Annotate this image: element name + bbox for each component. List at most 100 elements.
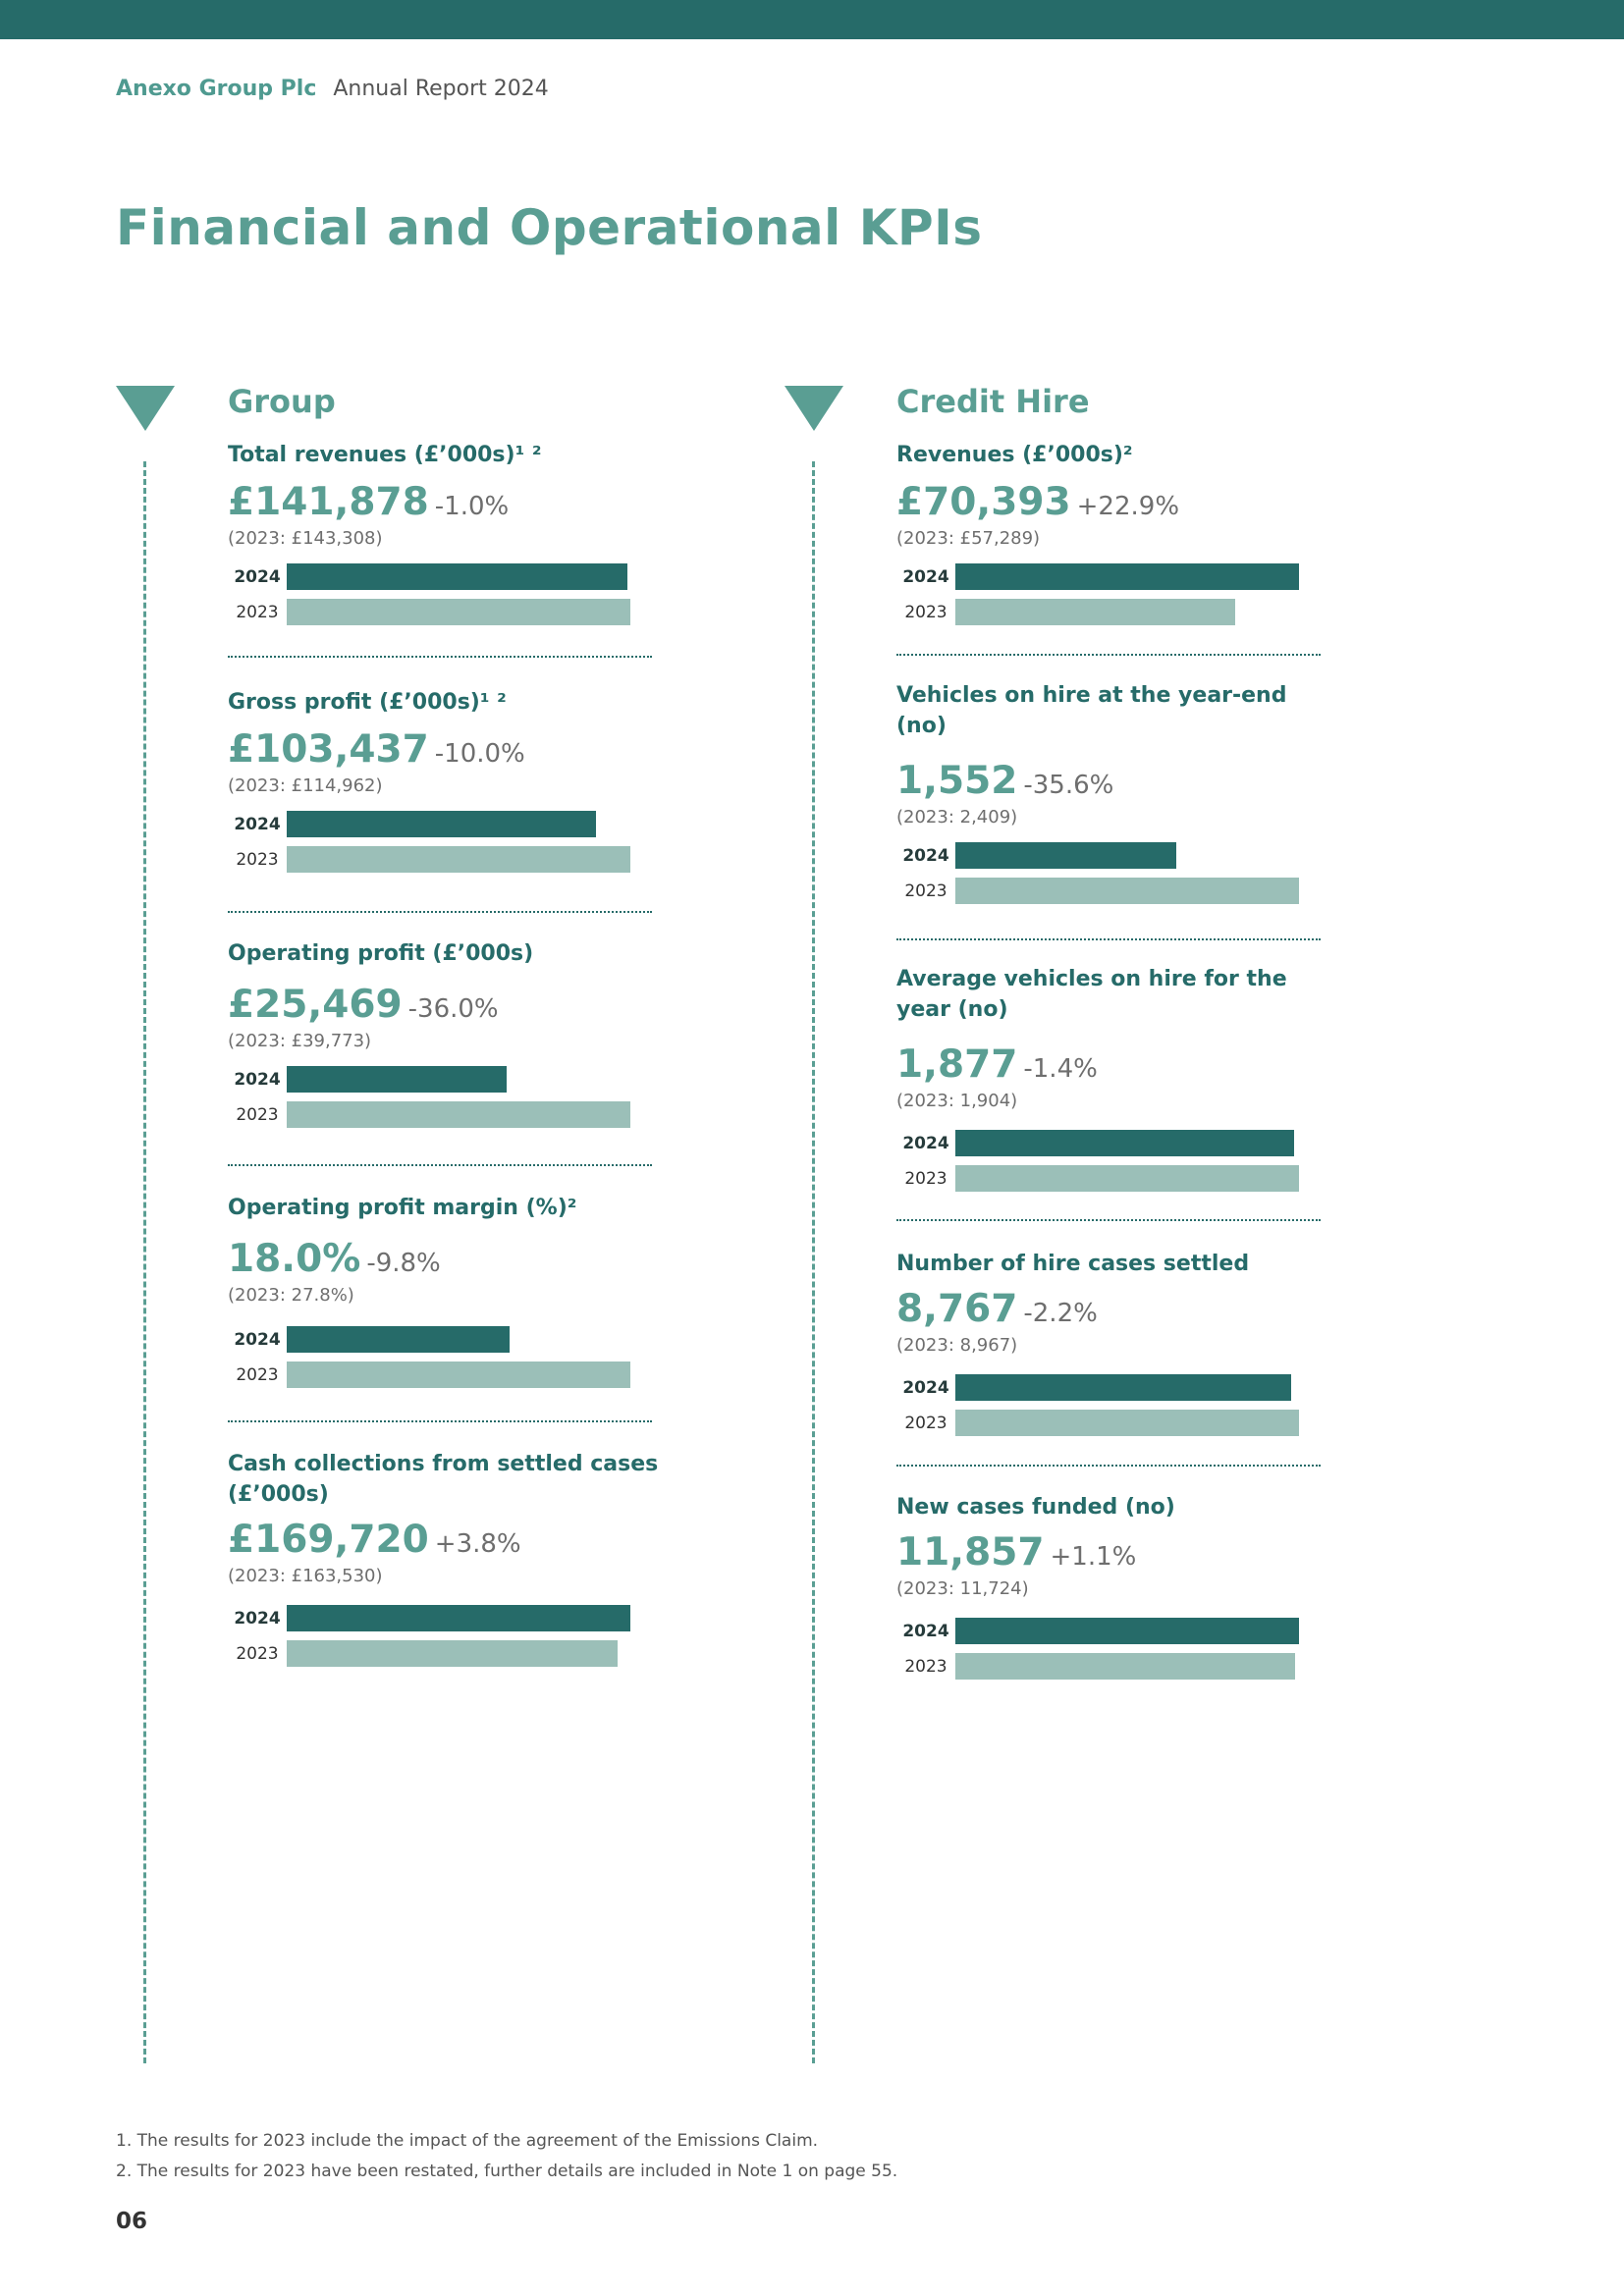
kpi-title: Average vehicles on hire for the year (n… <box>896 967 1287 1022</box>
bar-label-2024: 2024 <box>902 845 949 866</box>
kpi-bar-chart: 2024 2023 <box>896 1373 1328 1437</box>
kpi-card: Operating profit (£’000s) £25,469 -36.0% … <box>228 938 660 1136</box>
kpi-title: Cash collections from settled cases (£’0… <box>228 1452 659 1507</box>
kpi-separator <box>896 654 1321 656</box>
kpi-change: -2.2% <box>1023 1299 1098 1328</box>
bar-2024 <box>955 1130 1295 1156</box>
top-banner <box>0 0 1624 39</box>
kpi-prior-year: (2023: 11,724) <box>896 1578 1029 1599</box>
bar-2023 <box>287 1362 630 1388</box>
bar-2023 <box>287 846 630 873</box>
bar-label-2023: 2023 <box>236 1104 279 1125</box>
bar-2023 <box>955 1410 1299 1436</box>
kpi-bar-chart: 2024 2023 <box>228 1065 660 1129</box>
kpi-bar-chart: 2024 2023 <box>896 562 1328 626</box>
bar-label-2023: 2023 <box>904 1168 947 1189</box>
kpi-title: Number of hire cases settled <box>896 1252 1250 1276</box>
kpi-bar-chart: 2024 2023 <box>896 1129 1328 1193</box>
bar-2024 <box>955 842 1177 869</box>
bar-label-2024: 2024 <box>902 1377 949 1398</box>
bar-label-2024: 2024 <box>234 566 281 587</box>
kpi-prior-year: (2023: £114,962) <box>228 775 383 796</box>
bar-2024 <box>955 1374 1292 1401</box>
kpi-change: +3.8% <box>434 1529 521 1559</box>
kpi-card: Cash collections from settled cases (£’0… <box>228 1449 660 1675</box>
company-name: Anexo Group Plc <box>116 77 317 101</box>
bar-label-2023: 2023 <box>236 602 279 622</box>
bar-label-2023: 2023 <box>904 1656 947 1677</box>
triangle-marker-icon <box>785 386 843 431</box>
kpi-prior-year: (2023: £57,289) <box>896 528 1041 549</box>
kpi-card: Operating profit margin (%)² 18.0% -9.8% … <box>228 1193 660 1396</box>
bar-2024 <box>287 1326 510 1353</box>
report-name: Annual Report 2024 <box>333 77 549 101</box>
bar-2023 <box>287 1640 619 1667</box>
bar-2023 <box>287 599 630 625</box>
bar-label-2023: 2023 <box>236 1364 279 1385</box>
kpi-change: -10.0% <box>434 739 525 769</box>
dashed-divider <box>143 461 146 2063</box>
kpi-separator <box>228 1164 652 1166</box>
bar-label-2023: 2023 <box>236 1643 279 1664</box>
kpi-change: -1.4% <box>1023 1054 1098 1084</box>
kpi-title: Revenues (£’000s)² <box>896 443 1133 467</box>
kpi-prior-year: (2023: £143,308) <box>228 528 383 549</box>
kpi-separator <box>896 1219 1321 1221</box>
kpi-card: Total revenues (£’000s)¹ ² £141,878 -1.0%… <box>228 440 660 633</box>
report-header: Anexo Group Plc Annual Report 2024 <box>116 77 549 101</box>
kpi-bar-chart: 2024 2023 <box>896 841 1328 905</box>
bar-2024 <box>287 1066 508 1093</box>
page-title: Financial and Operational KPIs <box>116 199 983 256</box>
kpi-prior-year: (2023: 27.8%) <box>228 1285 354 1306</box>
bar-2024 <box>287 563 627 590</box>
page-number: 06 <box>116 2209 148 2234</box>
kpi-value: 18.0% <box>228 1237 361 1281</box>
kpi-prior-year: (2023: 1,904) <box>896 1091 1018 1111</box>
bar-label-2024: 2024 <box>234 1608 281 1629</box>
kpi-value: £70,393 <box>896 480 1071 524</box>
kpi-value: £141,878 <box>228 480 429 524</box>
kpi-separator <box>228 1420 652 1422</box>
kpi-title: Operating profit (£’000s) <box>228 941 534 966</box>
bar-2024 <box>287 811 596 837</box>
kpi-title: New cases funded (no) <box>896 1495 1175 1520</box>
bar-label-2024: 2024 <box>902 1621 949 1641</box>
bar-2023 <box>287 1101 630 1128</box>
bar-label-2023: 2023 <box>236 849 279 870</box>
bar-label-2023: 2023 <box>904 1413 947 1433</box>
kpi-card: Revenues (£’000s)² £70,393 +22.9% (2023: … <box>896 440 1328 633</box>
kpi-value: 11,857 <box>896 1530 1045 1575</box>
kpi-value: £25,469 <box>228 983 403 1027</box>
kpi-value: £103,437 <box>228 727 429 772</box>
kpi-separator <box>896 938 1321 940</box>
bar-label-2024: 2024 <box>234 814 281 834</box>
kpi-value: 8,767 <box>896 1287 1018 1331</box>
kpi-separator <box>228 656 652 658</box>
kpi-card: New cases funded (no) 11,857 +1.1% (2023:… <box>896 1492 1328 1687</box>
kpi-prior-year: (2023: 8,967) <box>896 1335 1018 1356</box>
kpi-separator <box>228 911 652 913</box>
kpi-change: +1.1% <box>1050 1542 1137 1572</box>
kpi-prior-year: (2023: 2,409) <box>896 807 1018 828</box>
dashed-divider <box>812 461 815 2063</box>
kpi-change: -9.8% <box>366 1249 441 1278</box>
kpi-value: £169,720 <box>228 1518 429 1562</box>
kpi-prior-year: (2023: £39,773) <box>228 1031 372 1051</box>
kpi-card: Number of hire cases settled 8,767 -2.2% … <box>896 1249 1328 1444</box>
kpi-title: Vehicles on hire at the year-end (no) <box>896 683 1287 738</box>
kpi-card: Vehicles on hire at the year-end (no) 1,… <box>896 680 1328 912</box>
bar-2023 <box>955 1165 1299 1192</box>
triangle-marker-icon <box>116 386 175 431</box>
kpi-title: Gross profit (£’000s)¹ ² <box>228 690 507 715</box>
footnotes: 1. The results for 2023 include the impa… <box>116 2131 897 2192</box>
kpi-bar-chart: 2024 2023 <box>228 810 660 874</box>
footnote: 2. The results for 2023 have been restat… <box>116 2162 898 2181</box>
kpi-change: -1.0% <box>434 492 510 521</box>
bar-2024 <box>955 563 1299 590</box>
bar-label-2023: 2023 <box>904 881 947 901</box>
kpi-title: Operating profit margin (%)² <box>228 1196 577 1220</box>
bar-label-2023: 2023 <box>904 602 947 622</box>
kpi-bar-chart: 2024 2023 <box>896 1617 1328 1681</box>
kpi-change: +22.9% <box>1076 492 1180 521</box>
bar-label-2024: 2024 <box>902 1133 949 1153</box>
